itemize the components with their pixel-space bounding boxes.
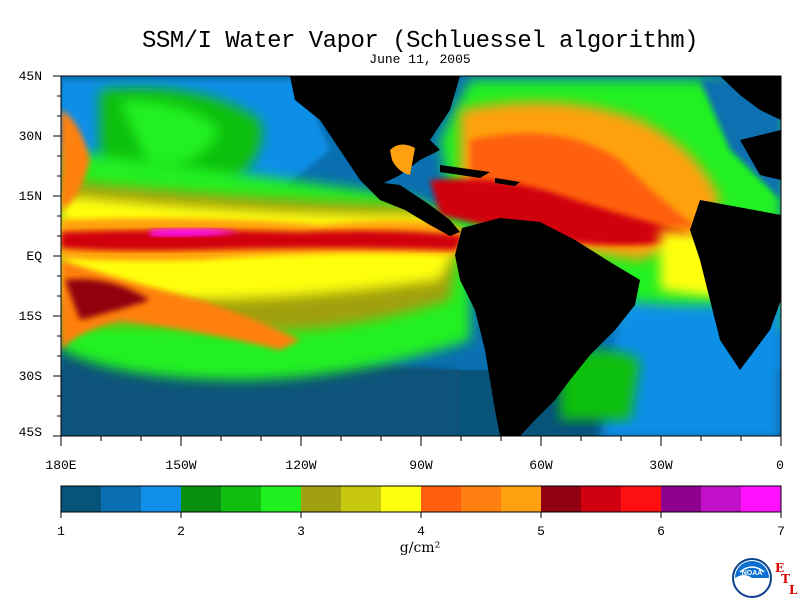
map-date: June 11, 2005 <box>369 52 471 67</box>
vapor-field <box>61 76 781 436</box>
colorbar-units: g/cm² <box>399 540 441 556</box>
colorbar-swatch <box>101 486 142 512</box>
lat-label-30s: 30S <box>18 369 42 384</box>
etl-letter-e: E <box>775 561 785 575</box>
colorbar-label-3: 3 <box>297 524 305 539</box>
noaa-logo: NOAA <box>732 558 772 598</box>
colorbar-swatch <box>661 486 702 512</box>
lon-label-0: 0 <box>776 458 784 473</box>
colorbar <box>60 485 782 518</box>
colorbar-swatch <box>221 486 262 512</box>
colorbar-swatch <box>741 486 782 512</box>
colorbar-label-6: 6 <box>657 524 665 539</box>
axis-ticks <box>53 75 782 446</box>
colorbar-swatch <box>581 486 622 512</box>
colorbar-swatch <box>701 486 742 512</box>
map-title: SSM/I Water Vapor (Schluessel algorithm) <box>141 28 699 55</box>
lon-label-60w: 60W <box>529 458 553 473</box>
lon-label-90w: 90W <box>409 458 433 473</box>
lon-label-120w: 120W <box>285 458 317 473</box>
colorbar-swatch <box>61 486 102 512</box>
colorbar-swatch <box>341 486 382 512</box>
colorbar-swatch <box>621 486 662 512</box>
colorbar-swatch <box>461 486 502 512</box>
lat-label-45s: 45S <box>18 425 42 440</box>
colorbar-label-7: 7 <box>777 524 785 539</box>
colorbar-swatch <box>501 486 542 512</box>
lon-label-180e: 180E <box>45 458 77 473</box>
lon-label-30w: 30W <box>649 458 673 473</box>
etl-letter-t: T <box>781 572 790 586</box>
colorbar-label-4: 4 <box>417 524 425 539</box>
etl-letter-l: L <box>789 583 798 597</box>
lat-label-15n: 15N <box>18 189 42 204</box>
colorbar-swatch <box>261 486 302 512</box>
lat-label-30n: 30N <box>18 129 42 144</box>
colorbar-swatch <box>301 486 342 512</box>
svg-text:NOAA: NOAA <box>742 570 763 577</box>
colorbar-label-1: 1 <box>57 524 65 539</box>
colorbar-swatch <box>381 486 422 512</box>
colorbar-swatch <box>541 486 582 512</box>
colorbar-swatch <box>421 486 462 512</box>
colorbar-label-5: 5 <box>537 524 545 539</box>
colorbar-swatch <box>181 486 222 512</box>
lat-label-eq: EQ <box>26 249 42 264</box>
lat-label-45n: 45N <box>18 69 42 84</box>
colorbar-label-2: 2 <box>177 524 185 539</box>
colorbar-swatch <box>141 486 182 512</box>
lat-label-15s: 15S <box>18 309 42 324</box>
lon-label-150w: 150W <box>165 458 197 473</box>
